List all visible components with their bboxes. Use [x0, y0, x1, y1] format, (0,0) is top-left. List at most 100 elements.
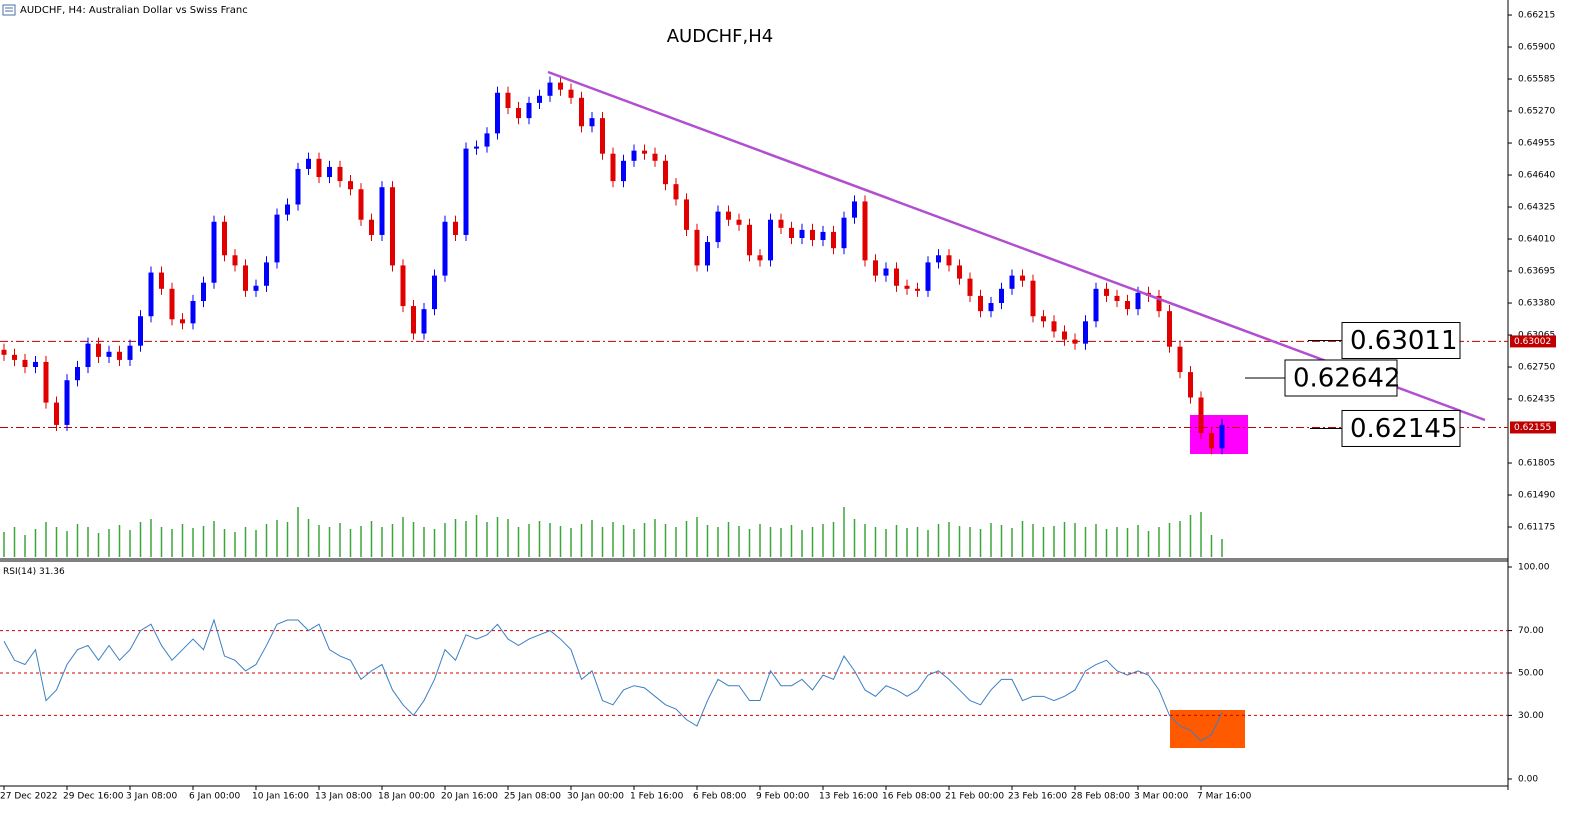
candle-body [400, 265, 406, 307]
candle-body [1009, 275, 1015, 289]
rsi-label: RSI(14) 31.36 [3, 567, 65, 577]
y-tick-label: 0.62750 [1518, 363, 1555, 373]
candle-body [873, 260, 878, 276]
candle-body [432, 275, 437, 310]
candle-body [463, 148, 469, 235]
candle-body [537, 95, 542, 103]
annotation-label: 0.63011 [1350, 326, 1458, 356]
candle-body [180, 319, 185, 324]
candle-body [1135, 292, 1141, 310]
candle-body [1156, 295, 1162, 312]
y-tick-label: 0.61490 [1518, 491, 1555, 501]
y-tick-label: 0.61175 [1518, 523, 1555, 533]
candle-body [883, 268, 889, 276]
rsi-last-value: 31.36 [39, 567, 65, 577]
candle-body [453, 221, 458, 235]
level-tag-label: 0.62155 [1514, 423, 1551, 433]
candle-body [1030, 280, 1036, 317]
y-tick-label: 0.62435 [1518, 395, 1555, 405]
chart-title: AUDCHF,H4 [667, 26, 774, 47]
candle-body [1114, 295, 1120, 301]
candle-body [348, 181, 353, 190]
annotation-box [1341, 322, 1461, 360]
candle-body [1093, 288, 1099, 322]
candle-body [999, 288, 1004, 304]
candle-body [621, 160, 626, 182]
x-tick-label: 30 Jan 00:00 [567, 792, 624, 802]
candle-body [64, 380, 70, 425]
y-tick-label: 0.66215 [1518, 11, 1555, 21]
candle-body [663, 160, 668, 185]
x-tick-label: 9 Feb 00:00 [756, 792, 810, 802]
y-tick-label: 0.64010 [1518, 235, 1555, 245]
y-tick-label: 0.65585 [1518, 75, 1555, 85]
candle-body [243, 265, 248, 291]
candle-body [54, 402, 59, 425]
candle-body [169, 288, 175, 320]
candle-body [1072, 339, 1078, 344]
x-tick-label: 3 Jan 08:00 [126, 792, 178, 802]
x-tick-label: 3 Mar 00:00 [1134, 792, 1189, 802]
y-tick-label: 0.63695 [1518, 267, 1555, 277]
candle-body [327, 166, 332, 178]
y-tick-label: 0.64955 [1518, 139, 1555, 149]
candle-body [1167, 311, 1172, 347]
candle-body [106, 351, 112, 357]
candle-body [474, 146, 479, 149]
candle-body [159, 272, 164, 289]
candle-body [306, 158, 311, 169]
candle-body [253, 285, 259, 291]
candle-body [295, 168, 301, 205]
y-tick-label: 0.63380 [1518, 299, 1555, 309]
candle-body [1219, 424, 1225, 449]
candle-body [768, 219, 773, 261]
candle-body [547, 82, 553, 96]
candle-body [1198, 397, 1204, 434]
y-tick-label: 0.64640 [1518, 171, 1555, 181]
candle-body [757, 255, 763, 261]
x-tick-label: 21 Feb 00:00 [945, 792, 1004, 802]
candle-body [894, 268, 899, 286]
candle-body [747, 224, 752, 256]
candle-body [138, 316, 143, 346]
rsi-tick-label: 50.00 [1518, 669, 1544, 679]
candle-body [1177, 346, 1183, 373]
header: AUDCHF, H4: Australian Dollar vs Swiss F… [20, 5, 248, 16]
x-tick-label: 6 Jan 00:00 [189, 792, 241, 802]
rsi-tick-label: 100.00 [1518, 563, 1550, 573]
candle-body [12, 354, 17, 360]
candle-body [75, 367, 80, 381]
candle-body [936, 255, 941, 263]
candle-body [831, 231, 836, 249]
candle-body [1, 349, 7, 355]
candle-body [610, 153, 616, 182]
rsi-line [3, 618, 1223, 742]
candle-body [22, 359, 28, 368]
x-tick-label: 29 Dec 16:00 [63, 792, 124, 802]
candle-body [1188, 372, 1193, 398]
candle-body [631, 150, 637, 161]
rsi-highlight-box [1170, 710, 1245, 748]
y-tick-label: 0.65270 [1518, 107, 1555, 117]
candle-body [1051, 321, 1057, 332]
candle-body [516, 107, 521, 119]
candle-body [148, 272, 154, 317]
candle-body [127, 345, 133, 360]
x-tick-label: 1 Feb 16:00 [630, 792, 684, 802]
candle-body [442, 221, 448, 276]
level-tag-label: 0.63002 [1514, 337, 1551, 347]
candle-body [852, 201, 857, 218]
candle-body [1104, 288, 1109, 296]
x-tick-label: 27 Dec 2022 [0, 792, 58, 802]
x-tick-label: 13 Feb 16:00 [819, 792, 878, 802]
candle-body [642, 150, 647, 154]
candle-body [526, 102, 532, 119]
candle-body [978, 295, 983, 312]
candle-body [421, 309, 427, 334]
candle-body [379, 187, 385, 235]
candle-body [925, 262, 931, 291]
candle-body [43, 361, 49, 403]
